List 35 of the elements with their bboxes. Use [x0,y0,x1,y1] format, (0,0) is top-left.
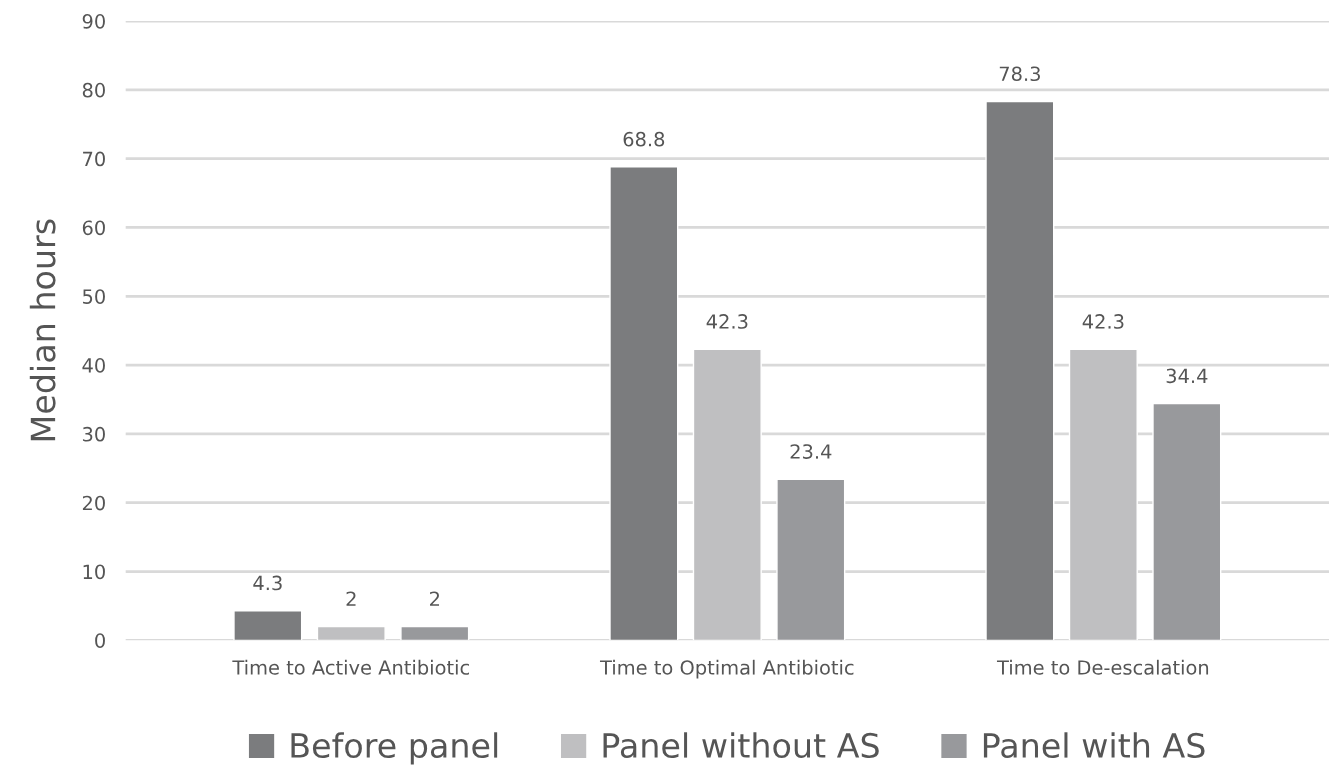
y-tick-label: 30 [82,426,105,442]
bar [776,478,846,641]
bar [609,166,679,641]
y-tick-label: 50 [82,289,105,304]
y-tick-label: 80 [82,82,105,98]
legend-label: Panel with AS [983,732,1205,759]
y-tick-label: 90 [82,13,105,29]
data-label: 42.3 [1082,314,1124,329]
data-label: 4.3 [253,575,282,591]
data-label: 42.3 [706,314,748,329]
bar [985,100,1055,641]
bar [692,348,762,641]
y-tick-label: 10 [83,564,105,580]
y-tick-label: 20 [82,495,105,511]
bar [1068,348,1138,641]
data-label: 68.8 [623,131,665,147]
bar [400,625,470,641]
y-tick-label: 0 [95,633,105,648]
legend-label: Panel without AS [603,732,879,759]
y-axis-title: Median hours [29,219,56,441]
bar [233,610,303,641]
data-label: 34.4 [1166,368,1208,384]
data-label: 2 [430,591,440,606]
y-tick-label: 70 [83,151,105,167]
x-tick-label: Time to Optimal Antibiotic [599,659,854,679]
x-tick-label: Time to De-escalation [996,659,1209,675]
bar [1152,402,1222,641]
data-label: 2 [346,591,356,606]
legend-label: Before panel [291,732,498,765]
x-tick-label: Time to Active Antibiotic [232,659,469,675]
data-label: 23.4 [790,444,832,459]
bar [316,625,386,641]
y-tick-label: 60 [82,220,105,236]
y-tick-label: 40 [82,358,105,373]
data-label: 78.3 [999,66,1040,82]
